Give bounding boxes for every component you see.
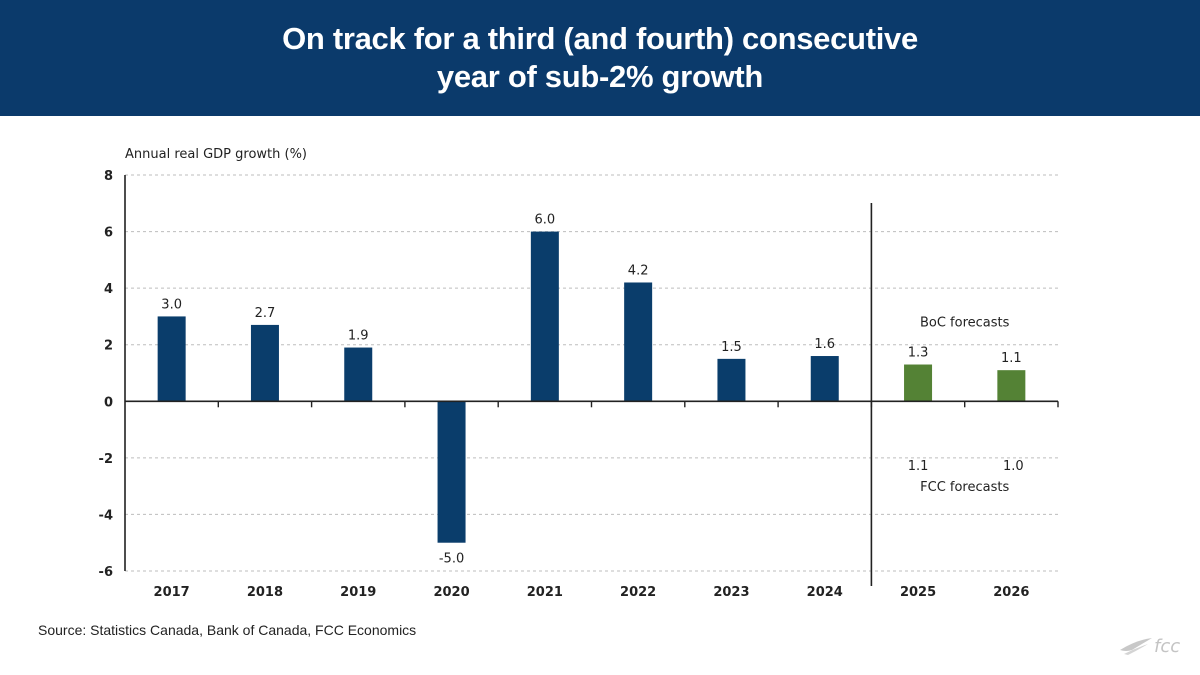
data-labels: 3.0 2.7 1.9 -5.0 6.0 4.2 1.5 1.6 1.3 1.1 1.1 1.0 — [161, 213, 1023, 567]
chart-title: On track for a third (and fourth) consec… — [282, 20, 918, 96]
y-axis-label: Annual real GDP growth (%) — [125, 147, 307, 162]
x-tick-label: 2017 — [154, 585, 190, 600]
x-tick-label: 2022 — [620, 585, 656, 600]
data-label-2019: 1.9 — [348, 329, 369, 344]
y-tick-label: 4 — [104, 282, 113, 297]
chart-title-line-2: year of sub-2% growth — [436, 59, 764, 94]
x-tick-label: 2019 — [340, 585, 376, 600]
y-tick-label: 2 — [104, 339, 113, 354]
fcc-forecast-label-2026: 1.0 — [1003, 459, 1024, 474]
bar-2026 — [997, 370, 1026, 402]
bar-2023 — [717, 358, 746, 402]
data-label-2024: 1.6 — [814, 337, 835, 352]
y-tick-label: -6 — [99, 565, 113, 580]
data-label-2026: 1.1 — [1001, 351, 1022, 366]
bar-2025 — [904, 364, 933, 402]
bar-2017 — [157, 316, 186, 402]
chart-title-line-1: On track for a third (and fourth) consec… — [282, 21, 918, 56]
data-label-2022: 4.2 — [628, 263, 649, 278]
bar-2022 — [624, 282, 653, 402]
bar-2024 — [810, 356, 839, 402]
y-tick-label: 8 — [104, 169, 113, 184]
data-label-2025: 1.3 — [908, 346, 929, 361]
data-label-2020: -5.0 — [439, 552, 464, 567]
bar-2020 — [437, 401, 466, 543]
bar-2018 — [250, 324, 279, 402]
bars — [157, 231, 1026, 543]
x-tick-label: 2024 — [807, 585, 843, 600]
bar-2021 — [530, 231, 559, 402]
y-tick-label: 6 — [104, 226, 113, 241]
y-tick-label: -4 — [99, 508, 113, 523]
data-label-2023: 1.5 — [721, 340, 742, 355]
boc-forecasts-label: BoC forecasts — [920, 315, 1010, 330]
fcc-forecasts-label: FCC forecasts — [920, 480, 1009, 495]
x-tick-label: 2023 — [713, 585, 749, 600]
gdp-bar-chart: Annual real GDP growth (%) 8 6 4 2 0 -2 -4 -6 2… — [99, 147, 1059, 600]
fcc-logo-text: fcc — [1154, 636, 1180, 657]
y-tick-label: -2 — [99, 452, 113, 467]
bar-2019 — [344, 347, 373, 402]
x-tick-label: 2021 — [527, 585, 563, 600]
x-tick-label: 2020 — [433, 585, 469, 600]
x-tick-label: 2025 — [900, 585, 936, 600]
x-tick-label: 2018 — [247, 585, 283, 600]
source-note: Source: Statistics Canada, Bank of Canad… — [38, 622, 417, 638]
fcc-logo-icon: fcc — [1120, 636, 1180, 657]
fcc-forecast-label-2025: 1.1 — [908, 459, 929, 474]
x-tick-label: 2026 — [993, 585, 1029, 600]
title-banner: On track for a third (and fourth) consec… — [0, 0, 1200, 116]
data-label-2021: 6.0 — [535, 213, 556, 228]
data-label-2017: 3.0 — [161, 297, 182, 312]
axes — [124, 175, 1059, 586]
x-tick-labels: 2017 2018 2019 2020 2021 2022 2023 2024 2025 2026 — [154, 585, 1030, 600]
y-tick-label: 0 — [104, 395, 113, 410]
data-label-2018: 2.7 — [255, 306, 276, 321]
y-tick-labels: 8 6 4 2 0 -2 -4 -6 — [99, 169, 113, 580]
